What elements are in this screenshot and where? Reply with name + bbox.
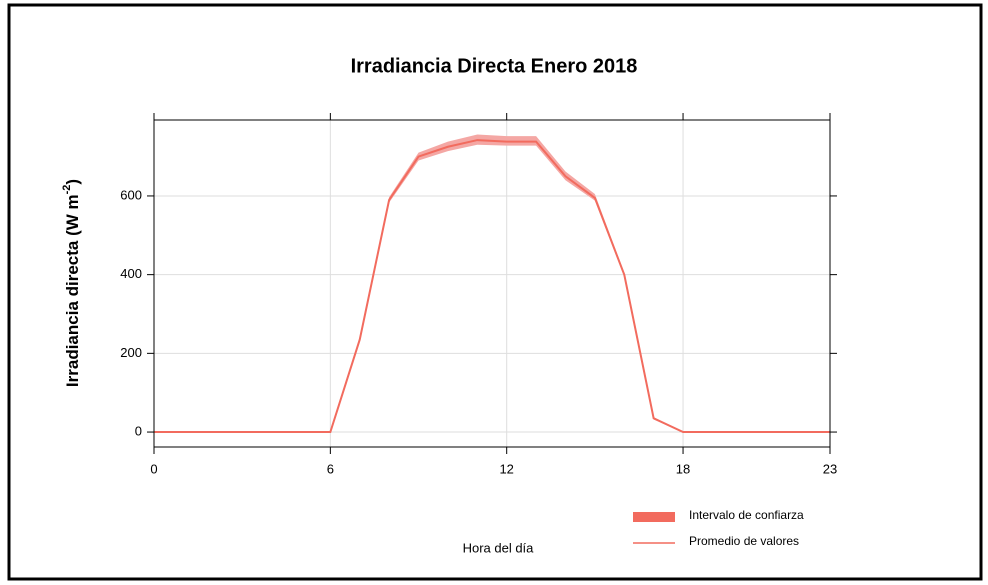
legend-swatch (633, 512, 675, 522)
plot-border (153, 119, 831, 448)
y-axis-label-end: ) (63, 179, 82, 185)
x-tick-label: 0 (150, 461, 157, 476)
x-tick-label: 6 (327, 461, 334, 476)
series-line (154, 139, 830, 434)
chart-title: Irradiancia Directa Enero 2018 (351, 55, 638, 77)
y-axis-label-text: Irradiancia directa (W m (63, 194, 82, 387)
y-tick-label: 400 (120, 266, 142, 281)
x-tick-label: 12 (499, 461, 513, 476)
y-tick-label: 200 (120, 345, 142, 360)
x-tick-label: 23 (823, 461, 837, 476)
x-tick-label: 18 (676, 461, 690, 476)
y-tick-label: 600 (120, 187, 142, 202)
legend-label: Promedio de valores (689, 534, 799, 548)
y-axis-label: Irradiancia directa (W m-2) (61, 179, 83, 387)
legend-label: Intervalo de confiarza (689, 508, 804, 522)
frame (7, 3, 983, 581)
y-axis-label-sup: -2 (61, 185, 73, 195)
y-tick-label: 0 (135, 423, 142, 438)
x-axis-label: Hora del día (463, 540, 535, 555)
